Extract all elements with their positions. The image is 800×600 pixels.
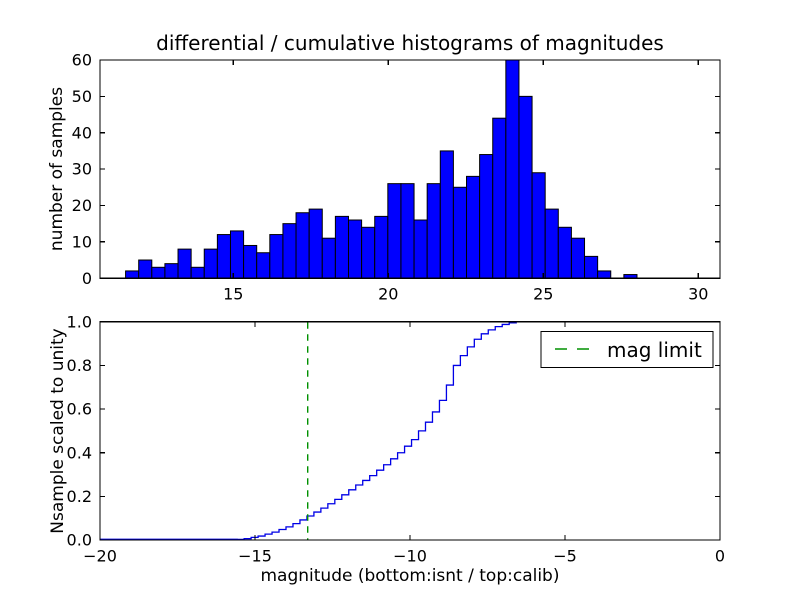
y-ticks: 0.0 0.2 0.4 0.6 0.8 1.0 xyxy=(67,312,720,550)
histogram-bar xyxy=(597,270,612,279)
histogram-bar xyxy=(492,117,507,279)
histogram-bar xyxy=(400,183,415,279)
histogram-bar xyxy=(413,219,428,279)
x-tick-label: 20 xyxy=(378,285,398,304)
x-tick-label: 30 xyxy=(688,285,708,304)
y-tick-label: 0.6 xyxy=(67,400,92,419)
y-tick-label: 20 xyxy=(72,196,92,215)
histogram-bar xyxy=(138,259,153,279)
histogram-bar xyxy=(125,270,140,279)
histogram-bar xyxy=(544,208,559,279)
histogram-bar xyxy=(348,219,363,279)
y-tick-label: 1.0 xyxy=(67,312,92,331)
histogram-bar xyxy=(256,252,271,279)
y-tick-label: 0.0 xyxy=(67,531,92,550)
histogram-bar xyxy=(387,183,402,279)
x-axis-label: magnitude (bottom:isnt / top:calib) xyxy=(261,566,560,586)
histogram-bar xyxy=(177,248,192,279)
histogram-bar xyxy=(334,215,349,279)
histogram-bar xyxy=(190,266,205,279)
histogram-bar xyxy=(308,208,323,279)
histogram-bar xyxy=(243,244,258,279)
x-tick-label: 15 xyxy=(223,285,243,304)
histogram-bar xyxy=(151,266,166,279)
histogram-bar xyxy=(584,255,599,279)
histogram-bar xyxy=(426,183,441,279)
bottom-y-axis-label: Nsample scaled to unity xyxy=(48,328,68,533)
legend-box xyxy=(540,330,714,369)
histogram-bar xyxy=(269,234,284,279)
y-tick-label: 30 xyxy=(72,160,92,179)
histogram-bar xyxy=(229,230,245,279)
y-tick-label: 60 xyxy=(72,51,92,70)
y-ticks: 0 10 20 30 40 50 60 xyxy=(72,51,720,288)
cumulative-plot: −20 −15 −10 −5 0 0.0 0.2 0.4 0.6 0.8 1.0 xyxy=(67,312,726,565)
top-histogram-plot: 15 20 25 30 0 10 20 30 40 50 60 xyxy=(72,51,721,304)
histogram-bar xyxy=(518,95,533,279)
top-y-axis-label: number of samples xyxy=(47,87,67,251)
histogram-bar xyxy=(216,234,231,279)
x-tick-label: −5 xyxy=(553,547,577,566)
x-ticks: 15 20 25 30 xyxy=(223,60,708,304)
x-tick-label: 25 xyxy=(533,285,553,304)
x-tick-label: 0 xyxy=(715,547,725,566)
histogram-bar xyxy=(321,237,336,279)
histogram-bar xyxy=(505,59,520,279)
histogram-bar xyxy=(295,212,310,279)
histogram-bar xyxy=(479,154,494,279)
y-tick-label: 0.2 xyxy=(67,487,92,506)
y-tick-label: 40 xyxy=(72,123,92,142)
histogram-bar xyxy=(361,226,376,279)
cumulative-step-curve xyxy=(100,321,524,540)
figure-title: differential / cumulative histograms of … xyxy=(156,31,664,55)
histogram-bar xyxy=(164,263,179,279)
histogram-bar xyxy=(466,175,481,279)
y-tick-label: 0.8 xyxy=(67,356,92,375)
x-ticks: −20 −15 −10 −5 0 xyxy=(83,321,725,566)
legend: mag limit xyxy=(540,330,714,369)
x-tick-label: −20 xyxy=(83,547,117,566)
histogram-bar xyxy=(452,186,468,279)
legend-label: mag limit xyxy=(607,338,702,362)
histogram-bar xyxy=(439,150,454,279)
histogram-bar xyxy=(374,215,389,279)
histogram-bar xyxy=(557,226,572,279)
x-tick-label: −10 xyxy=(393,547,427,566)
y-tick-label: 0 xyxy=(82,269,92,288)
histogram-bar xyxy=(282,223,297,279)
x-tick-label: −15 xyxy=(238,547,272,566)
y-tick-label: 0.4 xyxy=(67,443,92,462)
histogram-bar xyxy=(531,172,546,279)
y-tick-label: 10 xyxy=(72,232,92,251)
histogram-bar xyxy=(570,237,586,279)
histogram-bar xyxy=(203,248,218,279)
y-tick-label: 50 xyxy=(72,87,92,106)
